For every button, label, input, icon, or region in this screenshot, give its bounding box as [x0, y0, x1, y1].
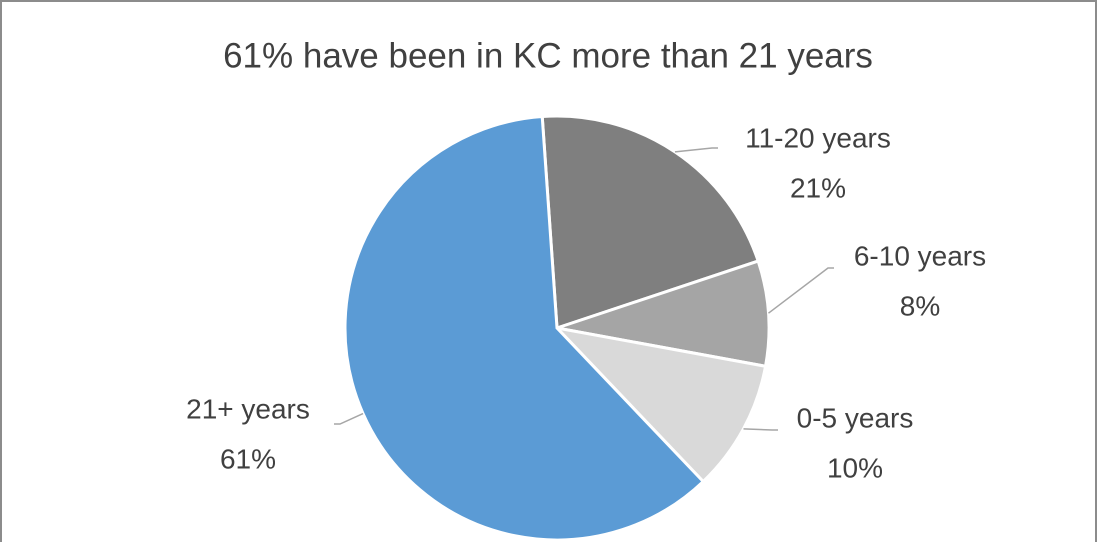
slice-value-label: 10%: [827, 452, 883, 483]
leader-line: [334, 412, 364, 425]
slice-value-label: 8%: [900, 290, 940, 321]
slice-label: 21+ years: [186, 393, 310, 424]
chart-title: 61% have been in KC more than 21 years: [223, 36, 873, 75]
slice-value-label: 61%: [220, 443, 276, 474]
leader-line: [768, 267, 834, 314]
slice-label: 0-5 years: [797, 402, 914, 433]
slice-value-label: 21%: [790, 172, 846, 203]
pie-slice: [556, 259, 771, 369]
slice-label: 11-20 years: [745, 122, 891, 153]
pie-slice: [343, 114, 706, 542]
slice-label: 6-10 years: [854, 240, 986, 271]
leader-line: [674, 147, 718, 153]
pie-slice: [552, 325, 768, 484]
leader-line: [743, 428, 778, 431]
